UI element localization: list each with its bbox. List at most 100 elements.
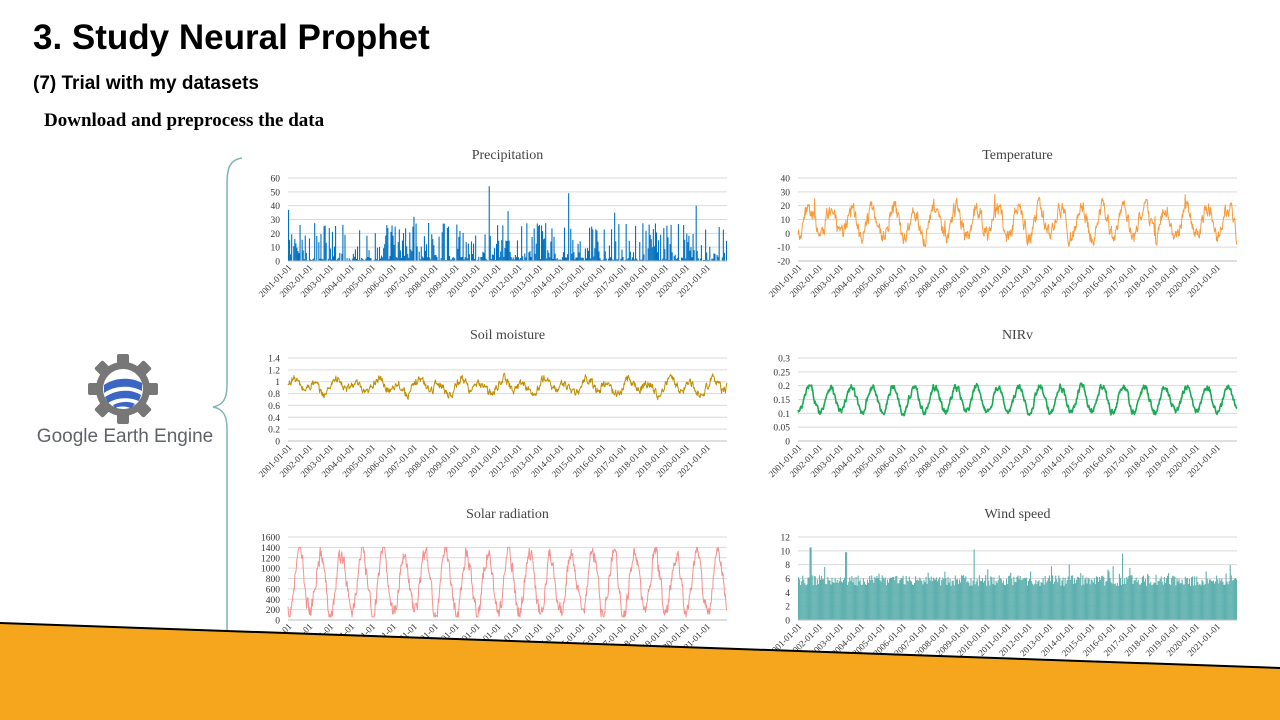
bar <box>1058 575 1060 620</box>
bar <box>642 223 644 261</box>
bar <box>1061 580 1063 620</box>
bar <box>806 584 808 620</box>
bar <box>499 257 501 261</box>
bar <box>654 223 656 261</box>
bar <box>1083 584 1085 620</box>
bar <box>895 576 897 620</box>
bar <box>1116 583 1118 620</box>
bar <box>911 584 914 620</box>
y-tick-label: 2 <box>785 603 790 613</box>
bar <box>303 259 305 261</box>
bar <box>882 577 884 620</box>
bar <box>1187 584 1189 620</box>
bar <box>467 243 469 261</box>
bar <box>354 249 356 261</box>
bar <box>1208 579 1210 620</box>
bar <box>614 212 616 261</box>
bar <box>458 236 460 261</box>
bar <box>880 581 882 620</box>
bar <box>1070 575 1072 620</box>
bar <box>659 259 661 261</box>
bar <box>926 583 928 620</box>
bar <box>291 234 293 261</box>
bar <box>572 239 574 261</box>
bar <box>1153 582 1155 620</box>
y-tick-label: 40 <box>271 202 281 212</box>
bar <box>1036 584 1038 620</box>
y-tick-label: 12 <box>781 534 791 544</box>
bar <box>504 247 506 261</box>
bar <box>1151 585 1153 620</box>
bar <box>429 257 431 261</box>
bar <box>559 259 561 261</box>
bar <box>428 222 430 261</box>
bar <box>1146 585 1148 620</box>
bar <box>664 249 666 261</box>
bar <box>1196 576 1198 620</box>
bar <box>339 252 341 261</box>
bar <box>457 248 459 261</box>
bar <box>823 579 825 620</box>
bar <box>615 241 617 261</box>
chart-svg: Solar radiation 0200400600800100012001400… <box>257 507 728 658</box>
bar <box>349 259 351 261</box>
bar <box>1067 576 1069 620</box>
bar <box>804 583 806 620</box>
bar <box>310 259 313 261</box>
bar <box>632 252 635 261</box>
bar <box>1094 584 1096 620</box>
bar <box>1217 579 1219 620</box>
bar <box>393 244 395 261</box>
bar <box>1225 573 1227 620</box>
bar <box>704 259 706 261</box>
bar <box>424 250 427 261</box>
bar <box>938 579 940 620</box>
bar <box>935 577 938 620</box>
bar <box>459 230 461 261</box>
bar <box>395 257 397 261</box>
bar <box>905 576 907 620</box>
bar <box>1109 577 1111 620</box>
bar <box>851 576 853 620</box>
chart-title: Wind speed <box>985 507 1051 522</box>
bar <box>1169 584 1171 620</box>
bar <box>1214 583 1216 620</box>
bar <box>798 577 800 620</box>
bar <box>818 575 821 620</box>
bar <box>914 582 916 620</box>
bar <box>1128 575 1130 620</box>
bar <box>316 236 318 261</box>
bar <box>916 580 918 620</box>
bar <box>868 582 870 620</box>
bar <box>1216 575 1218 620</box>
y-tick-label: 30 <box>781 188 791 198</box>
bar <box>930 576 932 620</box>
bar <box>598 251 600 261</box>
bar <box>902 575 904 620</box>
bar <box>353 256 355 261</box>
y-tick-label: 0.2 <box>268 426 280 436</box>
bar <box>320 234 322 261</box>
bar <box>330 259 332 261</box>
bar <box>1041 582 1043 620</box>
y-tick-label: 40 <box>781 175 791 185</box>
bar <box>919 577 921 620</box>
bar <box>842 579 845 620</box>
bar <box>333 246 336 261</box>
bar <box>1140 582 1142 620</box>
bar <box>1079 578 1081 620</box>
bar <box>991 577 993 620</box>
bar <box>971 585 973 620</box>
bar <box>1170 584 1172 620</box>
bar <box>849 577 851 620</box>
bar <box>893 576 895 620</box>
bar <box>983 582 985 620</box>
bar <box>471 253 474 261</box>
bar <box>829 580 831 620</box>
y-tick-label: -20 <box>777 258 790 268</box>
bar <box>943 579 945 620</box>
bar <box>1173 576 1175 620</box>
bar <box>373 259 375 261</box>
bar <box>879 580 881 620</box>
bar <box>609 257 612 261</box>
